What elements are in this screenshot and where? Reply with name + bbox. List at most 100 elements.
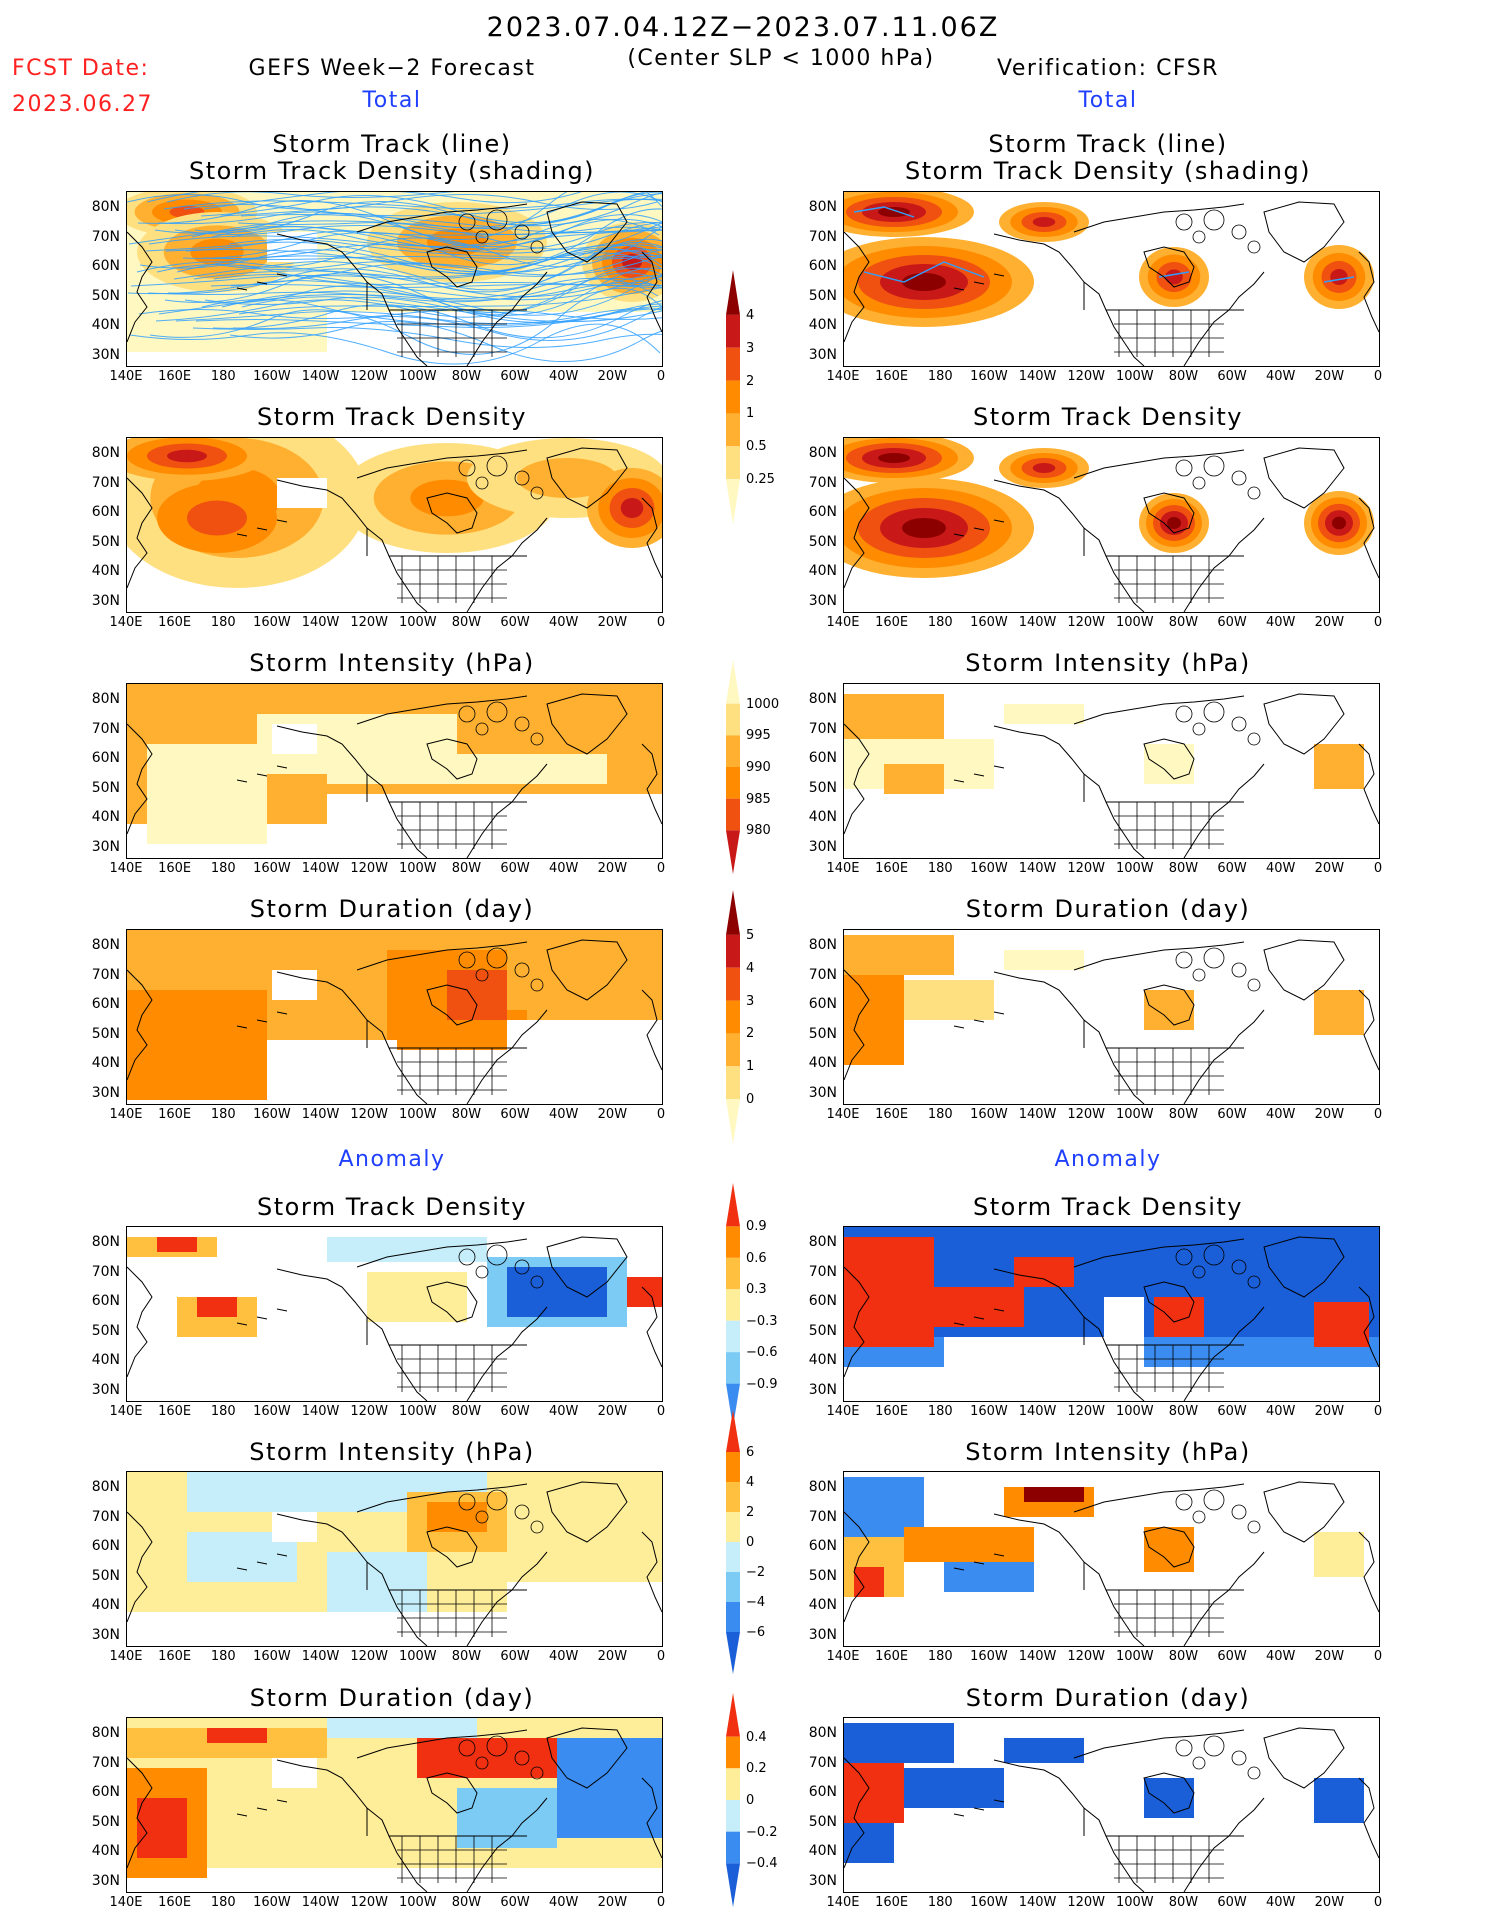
colorbar-intensity-anom-label: −6 [746,1625,766,1640]
right-title-duration-anom: Storm Duration (day) [965,1684,1251,1712]
lat-tick-label: 30N [91,592,120,609]
lon-tick-label: 140E [826,1895,860,1910]
lat-tick-label: 70N [808,228,837,245]
lon-tick-label: 160W [970,1404,1008,1419]
lat-tick-label: 50N [91,533,120,550]
lon-tick-label: 40W [1266,861,1296,876]
lat-tick-label: 70N [808,474,837,491]
lat-tick-label: 50N [91,779,120,796]
lon-tick-label: 60W [1217,1895,1247,1910]
lon-tick-label: 0 [1373,369,1383,384]
lon-tick-label: 180 [927,1107,953,1122]
lon-tick-label: 160E [158,861,192,876]
lon-tick-label: 160E [158,1404,192,1419]
lat-tick-label: 70N [808,1508,837,1525]
lat-tick-label: 40N [808,1843,837,1859]
colorbar-intensity-anom-label: 0 [746,1535,755,1550]
left-title-duration: Storm Duration (day) [249,895,535,923]
lat-tick-label: 60N [808,1538,837,1554]
right-title-duration: Storm Duration (day) [965,895,1251,923]
lon-tick-label: 0 [1373,1895,1383,1910]
colorbar-duration-anom-label: −0.4 [746,1856,778,1872]
lon-tick-label: 100W [398,1649,437,1664]
lon-tick-label: 20W [597,369,628,384]
lat-tick-label: 40N [91,563,120,579]
colorbar-intensity-anom [726,1410,740,1674]
colorbar-intensity-anom-label: 4 [746,1475,755,1490]
lon-tick-label: 160W [970,1107,1008,1122]
lat-tick-label: 50N [808,533,837,550]
lon-tick-label: 160W [253,1895,291,1910]
lon-tick-label: 100W [1115,615,1154,630]
lat-tick-label: 30N [808,346,837,363]
lon-tick-label: 160W [970,861,1008,876]
colorbar-duration-label: 1 [746,1059,755,1075]
left-title-intensity-anom: Storm Intensity (hPa) [249,1438,535,1466]
lat-tick-label: 80N [91,1479,120,1495]
lat-tick-label: 30N [91,1872,120,1889]
lat-tick-label: 80N [91,937,120,953]
right-map-panel-4 [843,929,1380,1105]
right-title-track-line: Storm Track (line) [988,130,1228,158]
colorbar-density-label: 4 [746,307,755,323]
lat-tick-label: 50N [91,1813,120,1830]
lon-tick-label: 100W [398,1404,437,1419]
right-map-rightDensity [844,438,1379,612]
lat-tick-label: 70N [808,1754,837,1771]
lon-tick-label: 20W [597,1649,628,1664]
lon-tick-label: 20W [597,1107,628,1122]
right-map-rightIntensityAnom [844,1472,1379,1646]
lat-tick-label: 80N [91,445,120,461]
lon-tick-label: 100W [1115,861,1154,876]
colorbar-intensity-label: 985 [746,791,771,807]
lon-tick-label: 0 [1373,1404,1383,1419]
lat-tick-label: 60N [91,1293,120,1309]
lon-tick-label: 20W [1314,1107,1345,1122]
lon-tick-label: 140E [826,1649,860,1664]
fcst-date-label: FCST Date: [12,56,150,81]
lon-tick-label: 140E [109,1649,143,1664]
lon-tick-label: 180 [927,1404,953,1419]
lat-tick-label: 50N [91,1322,120,1339]
lat-tick-label: 30N [91,346,120,363]
lat-tick-label: 60N [91,504,120,520]
lat-tick-label: 60N [91,258,120,274]
lon-tick-label: 60W [1217,1107,1247,1122]
right-title-density: Storm Track Density [973,403,1243,431]
right-title-track-shading: Storm Track Density (shading) [904,157,1312,185]
lon-tick-label: 80W [451,615,482,630]
lon-tick-label: 60W [500,1404,530,1419]
lat-tick-label: 40N [91,1597,120,1613]
lon-tick-label: 140E [826,615,860,630]
left-map-leftTrack [127,192,662,366]
right-anomaly-label: Anomaly [1054,1147,1162,1172]
lat-tick-label: 50N [91,1567,120,1584]
right-model-title: Verification: CFSR [997,56,1219,81]
lat-tick-label: 80N [808,1479,837,1495]
lon-tick-label: 160E [158,1895,192,1910]
lon-tick-label: 60W [500,1107,530,1122]
left-map-leftIntensity [127,684,662,858]
lon-tick-label: 100W [1115,369,1154,384]
lon-tick-label: 180 [927,861,953,876]
lon-tick-label: 0 [656,1107,666,1122]
lat-tick-label: 40N [91,1352,120,1368]
lat-tick-label: 70N [91,228,120,245]
lon-tick-label: 140W [1018,369,1057,384]
lon-tick-label: 140E [109,1107,143,1122]
lon-tick-label: 80W [451,1404,482,1419]
colorbar-duration-label: 2 [746,1026,755,1042]
lat-tick-label: 40N [808,563,837,579]
lat-tick-label: 60N [91,750,120,766]
lon-tick-label: 120W [1067,1895,1106,1910]
lon-tick-label: 40W [549,1895,579,1910]
lat-tick-label: 50N [91,287,120,304]
lon-tick-label: 100W [398,1107,437,1122]
lat-tick-label: 30N [808,1626,837,1643]
lon-tick-label: 60W [1217,861,1247,876]
right-map-rightDuration [844,930,1379,1104]
lon-tick-label: 0 [656,1404,666,1419]
lon-tick-label: 40W [1266,1107,1296,1122]
forecast-period: 2023.07.04.12Z−2023.07.11.06Z [486,12,1000,43]
lon-tick-label: 140W [301,861,340,876]
